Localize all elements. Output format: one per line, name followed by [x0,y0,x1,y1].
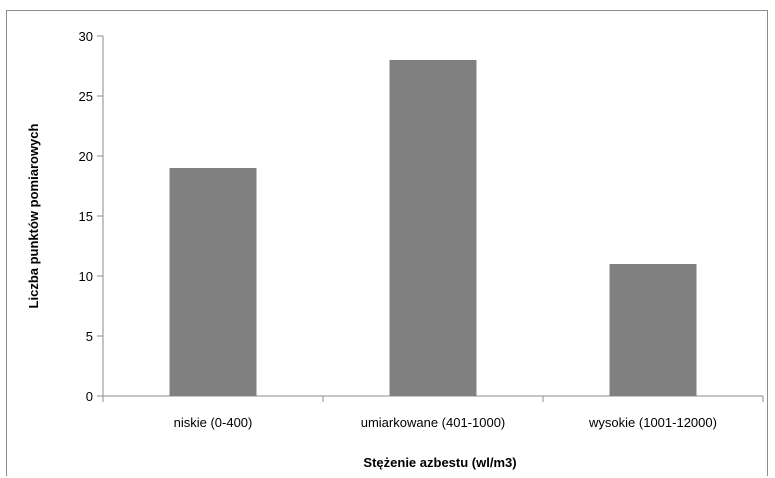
chart-area [6,10,768,476]
x-tick-label: niskie (0-400) [174,415,253,430]
y-axis-title: Liczba punktów pomiarowych [26,123,41,308]
y-tick-label: 20 [79,149,93,164]
bar [169,168,257,396]
x-tick-label: umiarkowane (401-1000) [361,415,506,430]
y-tick-label: 30 [79,29,93,44]
x-ticks: niskie (0-400) umiarkowane (401-1000) wyso… [102,396,764,430]
y-tick-label: 15 [79,209,93,224]
bar [389,60,477,396]
bar [609,264,697,396]
y-tick-label: 0 [86,389,93,404]
y-tick-label: 5 [86,329,93,344]
y-tick-label: 10 [79,269,93,284]
bars [169,60,697,396]
x-tick-label: wysokie (1001-12000) [588,415,717,430]
y-tick-label: 25 [79,89,93,104]
x-axis-title: Stężenie azbestu (wl/m3) [363,455,516,470]
y-ticks: 0 5 10 15 20 25 30 [79,29,103,404]
